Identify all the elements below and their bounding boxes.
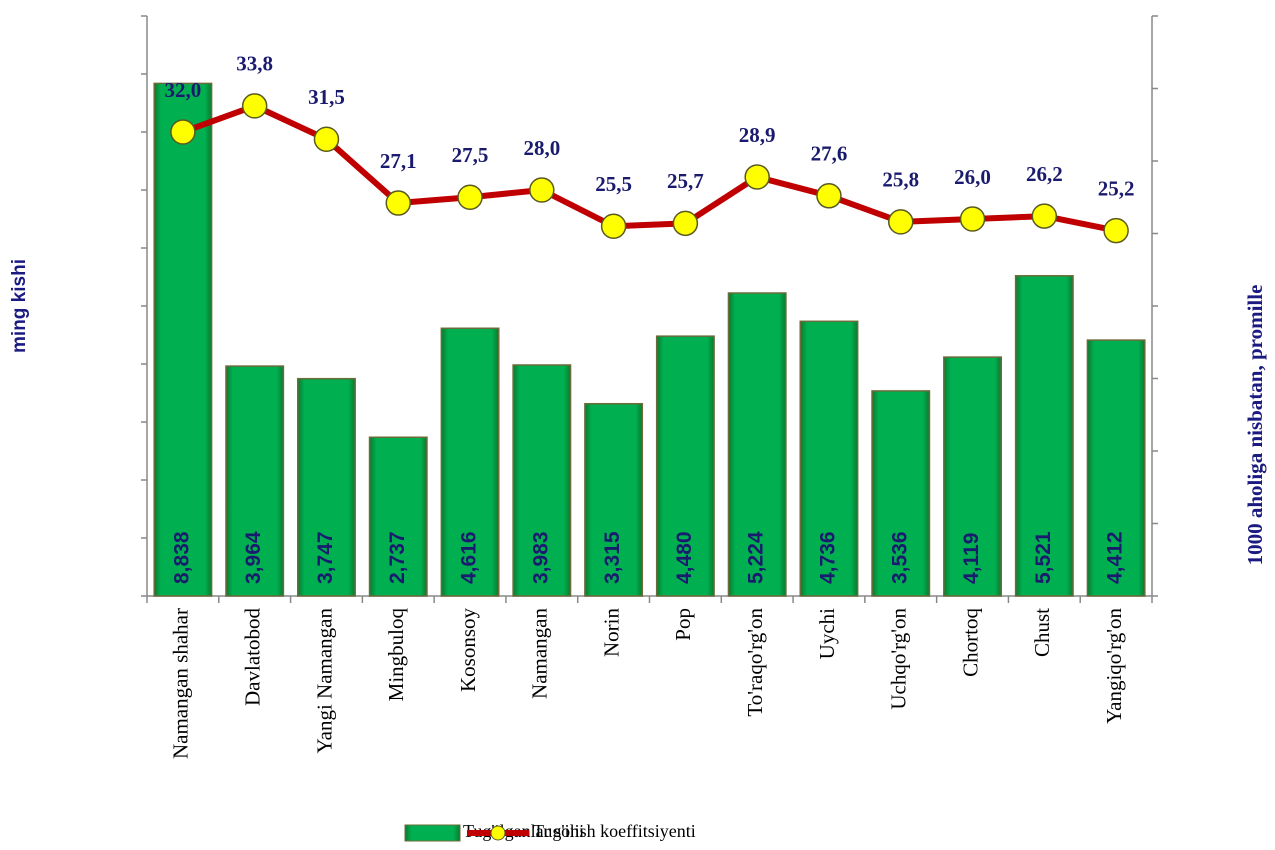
bar bbox=[1014, 275, 1074, 597]
line-value-label: 26,0 bbox=[954, 165, 991, 189]
bar bbox=[225, 365, 285, 597]
x-tick-label: To'raqo'rg'on bbox=[743, 608, 767, 717]
x-tick-label: Chust bbox=[1030, 608, 1054, 657]
line-marker bbox=[1031, 203, 1058, 229]
bar-value-label: 4,119 bbox=[960, 533, 983, 584]
bar bbox=[584, 402, 644, 597]
line-value-label: 25,8 bbox=[882, 168, 919, 192]
line-marker bbox=[1103, 217, 1129, 244]
x-tick-label: Yangi Namangan bbox=[312, 608, 336, 754]
bar-value-label: 4,736 bbox=[817, 531, 840, 584]
bar-value-label: 3,536 bbox=[888, 531, 911, 584]
line-marker bbox=[313, 126, 340, 152]
line-value-label: 28,0 bbox=[523, 136, 560, 160]
x-tick-label: Kosonsoy bbox=[456, 608, 480, 693]
bar-value-label: 3,315 bbox=[601, 531, 624, 584]
x-tick-label: Namangan shahar bbox=[169, 608, 193, 759]
x-tick-label: Davlatobod bbox=[240, 608, 264, 706]
line-marker bbox=[170, 119, 196, 145]
bar-value-label: 3,983 bbox=[529, 531, 552, 584]
legend-swatch bbox=[404, 824, 461, 842]
line-marker bbox=[816, 183, 842, 209]
line-value-label: 28,9 bbox=[739, 123, 776, 147]
bar bbox=[799, 320, 859, 597]
bar-value-label: 8,838 bbox=[170, 531, 193, 584]
bar-value-label: 3,964 bbox=[242, 531, 265, 584]
line-value-label: 26,2 bbox=[1026, 162, 1063, 186]
y-axis-title: ming kishi bbox=[9, 259, 30, 353]
bar bbox=[153, 82, 213, 597]
x-tick-label: Uchqo'rg'on bbox=[887, 608, 911, 710]
line-marker bbox=[744, 164, 770, 190]
line-value-label: 25,7 bbox=[667, 169, 704, 193]
bar-value-label: 4,480 bbox=[673, 531, 696, 584]
x-tick-label: Chortoq bbox=[958, 608, 982, 677]
bar bbox=[943, 356, 1002, 597]
legend-marker bbox=[490, 825, 506, 841]
line-marker bbox=[672, 210, 699, 237]
bar-value-label: 5,224 bbox=[745, 531, 768, 584]
line-value-label: 27,1 bbox=[380, 149, 417, 173]
bar bbox=[297, 377, 356, 597]
bar-value-label: 2,737 bbox=[386, 531, 409, 584]
x-tick-label: Pop bbox=[671, 608, 695, 641]
x-tick-label: Uychi bbox=[815, 608, 839, 659]
line-marker bbox=[529, 177, 555, 203]
bar-value-label: 4,412 bbox=[1104, 531, 1127, 584]
line-value-label: 27,5 bbox=[452, 143, 489, 167]
line-value-label: 25,2 bbox=[1098, 176, 1135, 200]
line-value-label: 32,0 bbox=[165, 78, 202, 102]
line-value-label: 27,6 bbox=[811, 142, 848, 166]
line-marker bbox=[888, 209, 914, 235]
bar bbox=[368, 436, 428, 597]
line-marker bbox=[600, 213, 627, 239]
bar-value-label: 3,747 bbox=[314, 531, 337, 584]
line-marker bbox=[385, 190, 411, 216]
bar bbox=[512, 364, 572, 597]
bar-value-label: 5,521 bbox=[1032, 531, 1055, 584]
bar bbox=[1086, 339, 1146, 597]
line-value-label: 25,5 bbox=[595, 172, 632, 196]
bar bbox=[440, 327, 500, 597]
line-value-label: 31,5 bbox=[308, 85, 345, 109]
bar bbox=[727, 292, 787, 597]
bar bbox=[871, 390, 931, 597]
bar-value-label: 4,616 bbox=[458, 531, 481, 584]
bar bbox=[655, 335, 715, 597]
y2-axis-title: 1000 aholiga nisbatan, promille bbox=[1243, 285, 1267, 566]
line-marker bbox=[959, 206, 986, 232]
legend-label: Tug'ilish koeffitsiyenti bbox=[533, 821, 696, 841]
x-tick-label: Namangan bbox=[528, 608, 552, 699]
line-marker bbox=[241, 93, 268, 119]
line-value-label: 33,8 bbox=[236, 52, 273, 76]
x-tick-label: Mingbuloq bbox=[384, 608, 408, 702]
x-tick-label: Yangiqo'rg'on bbox=[1102, 608, 1126, 724]
x-tick-label: Norin bbox=[599, 608, 623, 657]
line-marker bbox=[457, 184, 483, 210]
